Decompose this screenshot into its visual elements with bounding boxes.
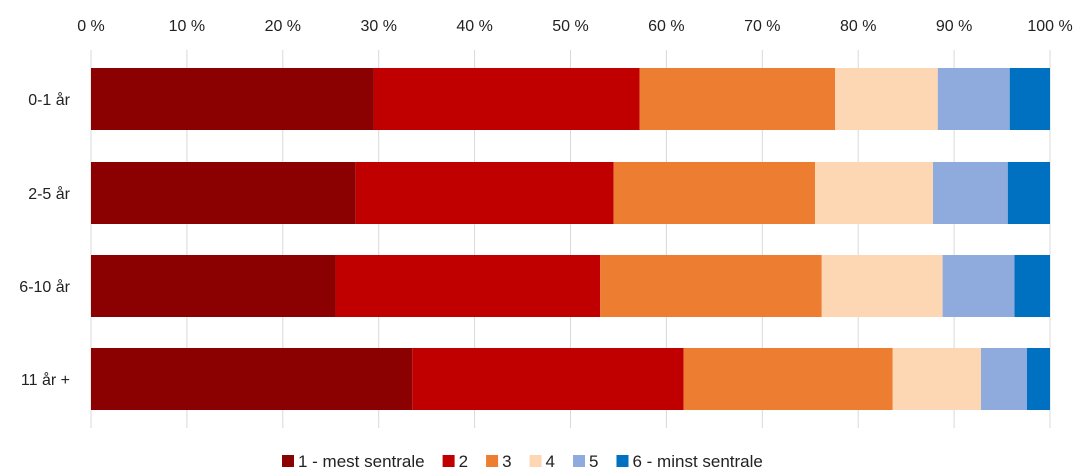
x-tick-label: 10 % [169, 18, 205, 35]
bar-segment [1009, 68, 1050, 130]
bar-segment [91, 162, 356, 224]
category-label: 11 år + [21, 371, 70, 389]
x-tick-label: 90 % [936, 18, 972, 35]
legend-label: 3 [502, 452, 511, 471]
x-tick-label: 40 % [456, 18, 492, 35]
legend-label: 5 [589, 452, 598, 471]
bar-segment [933, 162, 1008, 224]
bar-segment [1026, 348, 1050, 410]
y-axis-categories: 0-1 år 2-5 år 6-10 år 11 år + [19, 91, 70, 389]
legend-swatch [616, 455, 629, 467]
legend-label: 4 [546, 452, 555, 471]
legend-swatch [573, 455, 586, 467]
legend-label: 1 - mest sentrale [298, 452, 425, 471]
legend-swatch [529, 455, 542, 467]
bar-segment [639, 68, 836, 130]
bar-segment [91, 348, 413, 410]
bar-segment [942, 255, 1015, 317]
category-label: 6-10 år [19, 278, 70, 296]
bars [91, 68, 1050, 410]
bar-segment [821, 255, 943, 317]
x-tick-label: 70 % [744, 18, 780, 35]
bar-segment [355, 162, 614, 224]
x-tick-label: 50 % [552, 18, 588, 35]
bar-segment [613, 162, 816, 224]
bar-segment [600, 255, 822, 317]
legend-swatch [442, 455, 455, 467]
bar-segment [412, 348, 684, 410]
legend-label: 2 [459, 452, 468, 471]
x-tick-label: 30 % [360, 18, 396, 35]
bar-segment [1014, 255, 1050, 317]
bar-segment [892, 348, 981, 410]
x-tick-label: 0 % [77, 18, 105, 35]
bar-segment [91, 68, 374, 130]
legend-swatch [282, 455, 294, 467]
x-tick-label: 20 % [265, 18, 301, 35]
bar-segment [683, 348, 893, 410]
legend: 1 - mest sentrale 2 3 4 5 6 - minst sentrale [282, 452, 763, 471]
bar-segment [335, 255, 601, 317]
x-tick-label: 80 % [840, 18, 876, 35]
category-label: 2-5 år [28, 185, 70, 203]
bar-segment [835, 68, 938, 130]
legend-swatch [486, 455, 499, 467]
category-label: 0-1 år [28, 91, 70, 109]
x-tick-label: 60 % [648, 18, 684, 35]
x-tick-label: 100 % [1027, 18, 1072, 35]
bar-segment [373, 68, 640, 130]
bar-segment [980, 348, 1027, 410]
legend-label: 6 - minst sentrale [632, 452, 762, 471]
x-axis-ticks: 0 % 10 % 20 % 30 % 40 % 50 % 60 % 70 % 80 % 90 % 1… [77, 18, 1072, 35]
bar-segment [91, 255, 336, 317]
bar-segment [1007, 162, 1050, 224]
bar-segment [937, 68, 1010, 130]
bar-segment [815, 162, 934, 224]
